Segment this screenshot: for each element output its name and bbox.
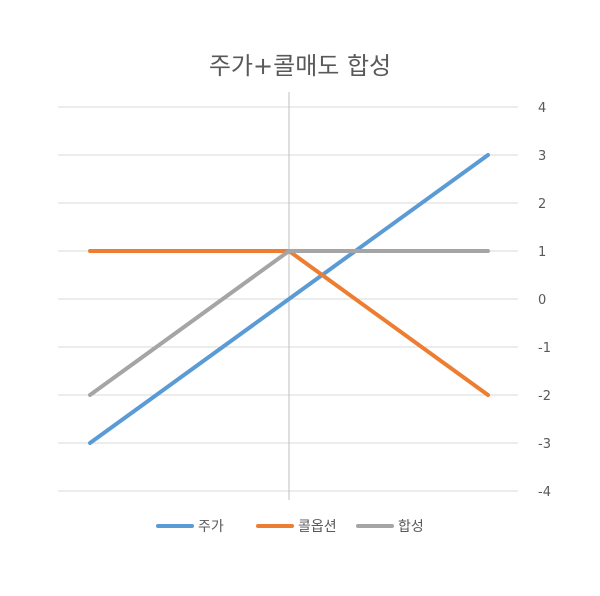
y-tick-label: 0 bbox=[538, 293, 546, 308]
series-layer bbox=[88, 153, 490, 445]
legend: 주가 콜옵션 합성 bbox=[156, 519, 424, 535]
y-tick-label: 3 bbox=[538, 149, 546, 164]
legend-label: 주가 bbox=[198, 519, 224, 535]
y-tick-label: -3 bbox=[538, 437, 551, 452]
y-tick-label: 4 bbox=[538, 101, 546, 116]
legend-label: 콜옵션 bbox=[298, 519, 337, 535]
y-tick-label: -2 bbox=[538, 389, 551, 404]
axis-layer: 4 3 2 1 0 -1 -2 -3 -4 bbox=[288, 92, 551, 500]
legend-item-1: 주가 bbox=[156, 519, 224, 535]
series-line-3 bbox=[88, 249, 490, 397]
y-tick-label: -1 bbox=[538, 341, 551, 356]
y-tick-label: 2 bbox=[538, 197, 546, 212]
legend-item-3: 합성 bbox=[356, 519, 424, 535]
series-line-1 bbox=[88, 153, 490, 445]
chart-title: 주가+콜매도 합성 bbox=[209, 52, 391, 80]
y-tick-label: -4 bbox=[538, 485, 551, 500]
y-tick-label: 1 bbox=[538, 245, 546, 260]
legend-item-2: 콜옵션 bbox=[256, 519, 337, 535]
legend-label: 합성 bbox=[398, 519, 424, 535]
